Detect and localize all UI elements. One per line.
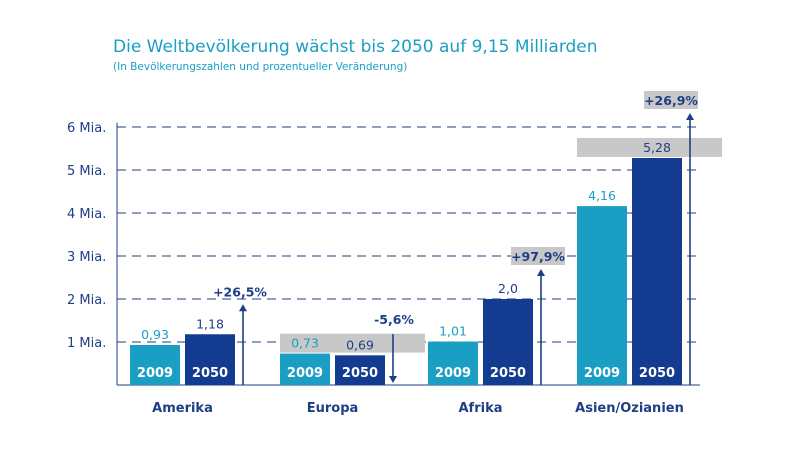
year-label: 2009 (137, 366, 173, 381)
value-label-box (577, 137, 722, 157)
year-label: 2050 (192, 366, 228, 381)
change-label: +97,9% (511, 249, 565, 264)
data-label: 1,01 (439, 324, 467, 339)
data-label: 4,16 (588, 188, 616, 203)
value-label-box (280, 333, 425, 353)
year-label: 2009 (584, 366, 620, 381)
y-tick-label: 3 Mia. (67, 250, 106, 265)
y-tick-label: 1 Mia. (67, 336, 106, 351)
y-tick-label: 4 Mia. (67, 207, 106, 222)
change-label-box (644, 91, 698, 109)
chart-subtitle: (In Bevölkerungszahlen und prozentueller… (113, 61, 407, 73)
chart-title: Die Weltbevölkerung wächst bis 2050 auf … (113, 37, 598, 57)
category-label: Afrika (458, 401, 502, 416)
axes: 1 Mia. 2 Mia. 3 Mia. 4 Mia. 5 Mia. 6 Mia. (67, 121, 700, 386)
year-label: 2050 (639, 366, 675, 381)
bars (130, 157, 682, 385)
data-label: 5,28 (643, 140, 671, 155)
change-label: +26,5% (213, 284, 267, 299)
bar (483, 299, 533, 385)
year-label: 2009 (435, 366, 471, 381)
data-label: 0,73 (291, 336, 319, 351)
bar (428, 341, 478, 385)
bar (130, 345, 180, 385)
change-label-box (511, 247, 565, 265)
category-label: Asien/Ozianien (575, 401, 684, 416)
bar (632, 157, 682, 385)
change-arrowhead (537, 269, 545, 276)
data-label: 2,0 (498, 281, 518, 296)
y-tick-label: 5 Mia. (67, 164, 106, 179)
category-label: Europa (307, 401, 359, 416)
bar (335, 355, 385, 385)
labels: 2009 2050 0,93 1,18 +26,5% Amerika 2009 2050 0,7… (137, 91, 722, 416)
change-label: -5,6% (374, 312, 414, 327)
change-arrowhead (389, 376, 397, 383)
category-label: Amerika (152, 401, 213, 416)
bar (280, 353, 330, 385)
year-label: 2009 (287, 366, 323, 381)
y-tick-label: 6 Mia. (67, 121, 106, 136)
data-label: 0,69 (346, 337, 374, 352)
year-label: 2050 (490, 366, 526, 381)
change-arrowhead (686, 113, 694, 120)
data-label: 0,93 (141, 327, 169, 342)
data-label: 1,18 (196, 316, 224, 331)
change-arrowhead (239, 304, 247, 312)
bar (185, 334, 235, 385)
y-tick-label: 2 Mia. (67, 293, 106, 308)
change-label: +26,9% (644, 93, 698, 108)
year-label: 2050 (342, 366, 378, 381)
bar (577, 206, 627, 385)
